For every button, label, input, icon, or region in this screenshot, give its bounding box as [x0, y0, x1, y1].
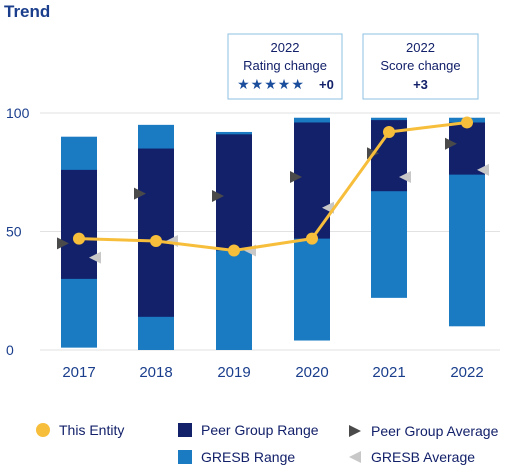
- callout-label: Rating change: [243, 58, 327, 73]
- gresb-average-marker: [89, 251, 101, 264]
- x-tick-label: 2022: [450, 364, 483, 381]
- callout-value: +0: [319, 77, 334, 92]
- this-entity-point: [73, 232, 85, 245]
- legend-swatch-gresb-range: [178, 450, 192, 464]
- x-tick-label: 2021: [372, 364, 405, 381]
- x-tick-label: 2018: [139, 364, 172, 381]
- legend-label: Peer Group Average: [371, 423, 499, 439]
- peer-group-average-marker: [134, 187, 146, 200]
- legend-label: Peer Group Range: [201, 422, 319, 438]
- callout-box: [362, 33, 479, 100]
- legend-swatch-peer-group-range: [178, 423, 192, 437]
- peer-group-range-bar: [138, 148, 174, 317]
- range-bars: [61, 117, 485, 350]
- peer-group-average-marker: [57, 237, 69, 250]
- x-tick-label: 2017: [62, 364, 95, 381]
- y-tick-label: 50: [6, 224, 22, 240]
- gresb-average-marker: [477, 163, 489, 176]
- average-markers: [57, 137, 489, 264]
- callout-value: +3: [413, 77, 428, 92]
- legend-swatch-this-entity: [36, 423, 50, 437]
- this-entity-line: [78, 120, 468, 252]
- this-entity-point: [383, 125, 395, 138]
- peer-group-average-marker: [212, 189, 224, 202]
- callout-year: 2022: [271, 40, 300, 55]
- x-tick-label: 2020: [295, 364, 328, 381]
- this-entity-point: [150, 234, 162, 247]
- x-axis-ticks: 2017 2018 2019 2020 2021 2022: [62, 364, 483, 381]
- entity-line: [73, 116, 473, 257]
- peer-group-average-marker: [290, 170, 302, 183]
- x-tick-label: 2019: [217, 364, 250, 381]
- legend-swatch-gresb-average: [349, 451, 361, 463]
- callouts: 2022 Rating change ★★★★★ +0 2022 Score change…: [227, 33, 479, 100]
- callout-label: Score change: [380, 58, 460, 73]
- star-rating: ★★★★★: [237, 76, 305, 92]
- this-entity-point: [228, 244, 240, 257]
- chart-title: Trend: [4, 2, 50, 21]
- legend: This Entity Peer Group Range Peer Group Av…: [36, 422, 499, 465]
- gridlines: [40, 112, 500, 351]
- peer-group-average-marker: [445, 137, 457, 150]
- this-entity-point: [461, 116, 473, 129]
- legend-label: This Entity: [59, 422, 124, 438]
- peer-group-range-bar: [294, 122, 330, 239]
- peer-group-range-bar: [216, 134, 252, 251]
- callout-box: [227, 33, 343, 100]
- y-tick-label: 0: [6, 342, 14, 358]
- y-tick-label: 100: [6, 105, 30, 121]
- peer-group-range-bar: [61, 169, 97, 279]
- legend-label: GRESB Average: [371, 449, 475, 465]
- legend-swatch-peer-group-average: [349, 425, 361, 437]
- legend-label: GRESB Range: [201, 449, 295, 465]
- this-entity-point: [306, 232, 318, 245]
- callout-year: 2022: [406, 40, 435, 55]
- gresb-average-marker: [399, 170, 411, 183]
- peer-group-range-bar: [449, 122, 485, 175]
- y-axis-ticks: 0 50 100: [6, 105, 30, 358]
